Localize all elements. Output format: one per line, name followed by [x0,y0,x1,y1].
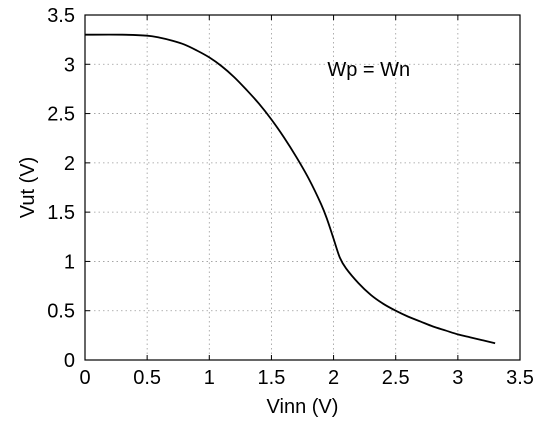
y-tick-label: 2.5 [47,104,75,126]
plot-frame [84,14,521,361]
x-tick-label: 0.5 [133,367,161,389]
plot-background [85,15,520,360]
tick-labels: 0 0.5 1 1.5 2 2.5 3 3.5 0 0.5 1 1.5 2 2.5 3 3.5 [47,5,534,389]
x-tick-label: 2 [328,367,339,389]
y-tick-label: 2 [64,153,75,175]
y-tick-label: 1 [64,251,75,273]
series-layer [84,33,496,345]
x-tick-label: 0 [79,367,90,389]
y-tick-label: 0 [64,350,75,372]
x-tick-label: 1.5 [258,367,286,389]
annotation-label: Wp = Wn [327,59,410,81]
annotations: Wp = Wn [327,59,410,81]
x-tick-label: 3 [452,367,463,389]
x-axis-label: Vinn (V) [267,396,339,418]
series-line [84,33,496,345]
y-tick-label: 1.5 [47,202,75,224]
y-tick-label: 3.5 [47,5,75,27]
y-axis-label: Vut (V) [17,157,39,219]
y-tick-label: 3 [64,54,75,76]
y-tick-label: 0.5 [47,301,75,323]
x-tick-label: 1 [204,367,215,389]
x-tick-label: 3.5 [506,367,534,389]
grid [85,15,520,360]
x-tick-label: 2.5 [382,367,410,389]
